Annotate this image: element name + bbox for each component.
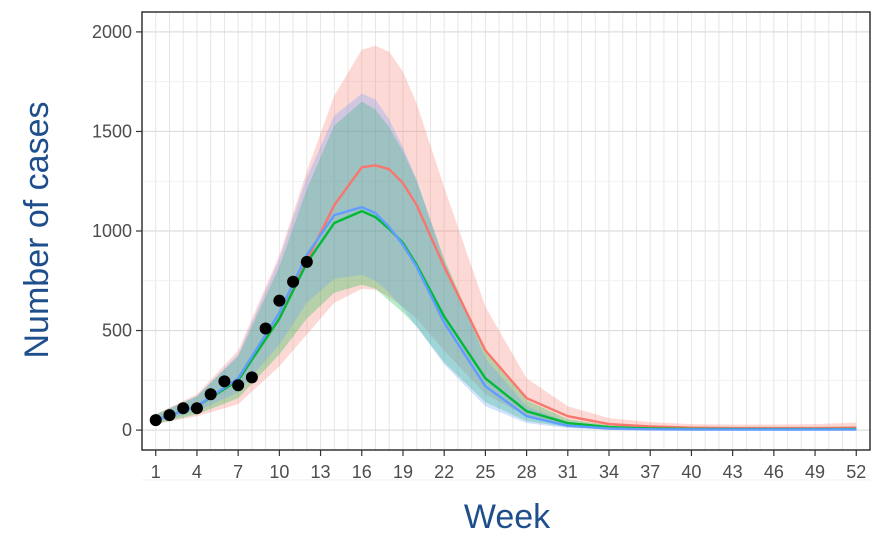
axes: 0 500 1000 1500 2000 1 4 7 10 13 16 19 22 25 28 31 34 37 4… bbox=[92, 22, 866, 482]
observed-point bbox=[218, 375, 231, 388]
confidence-bands bbox=[155, 45, 857, 430]
x-tick-label: 43 bbox=[723, 462, 743, 482]
x-tick-label: 37 bbox=[640, 462, 660, 482]
x-tick-label: 1 bbox=[151, 462, 161, 482]
x-tick-label: 7 bbox=[233, 462, 243, 482]
confidence-band-3 bbox=[155, 93, 857, 430]
x-tick-label: 4 bbox=[192, 462, 202, 482]
confidence-band-2 bbox=[155, 101, 857, 430]
observed-point bbox=[149, 414, 162, 427]
x-tick-label: 22 bbox=[434, 462, 454, 482]
observed-points bbox=[149, 255, 313, 427]
observed-point bbox=[190, 402, 203, 415]
x-axis-title: Week bbox=[464, 498, 551, 536]
observed-point bbox=[300, 255, 313, 268]
x-tick-label: 10 bbox=[269, 462, 289, 482]
observed-point bbox=[232, 379, 245, 392]
observed-point bbox=[259, 322, 272, 335]
x-tick-label: 49 bbox=[805, 462, 825, 482]
observed-point bbox=[163, 409, 176, 422]
x-tick-label: 46 bbox=[764, 462, 784, 482]
x-tick-label: 13 bbox=[311, 462, 331, 482]
y-tick-label: 1000 bbox=[92, 221, 132, 241]
observed-point bbox=[204, 388, 217, 401]
observed-point bbox=[273, 294, 286, 307]
x-tick-label: 16 bbox=[352, 462, 372, 482]
y-axis-title: Number of cases bbox=[18, 102, 56, 359]
observed-point bbox=[287, 275, 300, 288]
x-tick-label: 19 bbox=[393, 462, 413, 482]
x-tick-label: 52 bbox=[846, 462, 866, 482]
x-tick-label: 25 bbox=[475, 462, 495, 482]
x-tick-label: 40 bbox=[681, 462, 701, 482]
x-tick-label: 31 bbox=[558, 462, 578, 482]
x-tick-label: 28 bbox=[517, 462, 537, 482]
x-tick-label: 34 bbox=[599, 462, 619, 482]
y-tick-label: 1500 bbox=[92, 121, 132, 141]
y-tick-label: 2000 bbox=[92, 22, 132, 42]
observed-point bbox=[245, 371, 258, 384]
y-tick-label: 0 bbox=[122, 420, 132, 440]
observed-point bbox=[177, 402, 190, 415]
y-tick-label: 500 bbox=[102, 321, 132, 341]
confidence-band-1 bbox=[155, 45, 857, 430]
